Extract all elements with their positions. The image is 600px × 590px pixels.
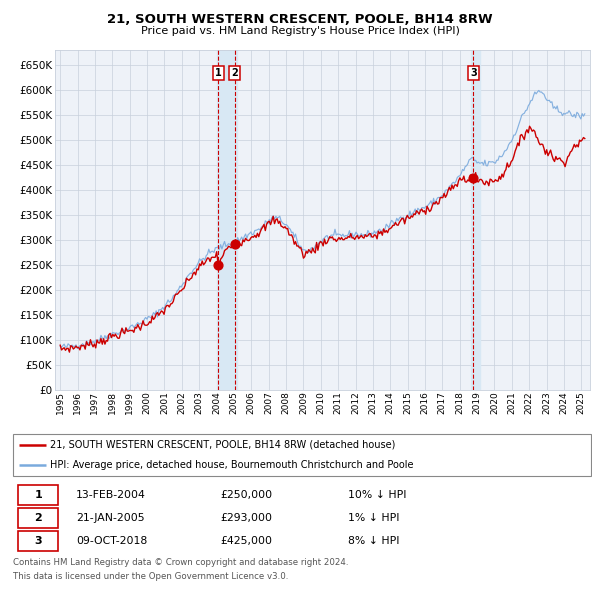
FancyBboxPatch shape	[18, 485, 58, 505]
Text: 1: 1	[34, 490, 42, 500]
Text: Price paid vs. HM Land Registry's House Price Index (HPI): Price paid vs. HM Land Registry's House …	[140, 26, 460, 36]
Text: £293,000: £293,000	[221, 513, 273, 523]
Point	[469, 173, 478, 182]
Text: 09-OCT-2018: 09-OCT-2018	[76, 536, 147, 546]
Bar	[217, 50, 236, 390]
Text: 21, SOUTH WESTERN CRESCENT, POOLE, BH14 8RW (detached house): 21, SOUTH WESTERN CRESCENT, POOLE, BH14 …	[50, 440, 395, 450]
FancyBboxPatch shape	[18, 508, 58, 528]
Text: £250,000: £250,000	[221, 490, 273, 500]
Text: 2: 2	[232, 68, 238, 78]
Text: 21-JAN-2005: 21-JAN-2005	[76, 513, 145, 523]
Text: 2: 2	[34, 513, 42, 523]
Text: This data is licensed under the Open Government Licence v3.0.: This data is licensed under the Open Gov…	[13, 572, 289, 581]
Text: 13-FEB-2004: 13-FEB-2004	[76, 490, 146, 500]
Point	[214, 260, 223, 270]
FancyBboxPatch shape	[18, 531, 58, 551]
Text: 3: 3	[34, 536, 42, 546]
Bar	[471, 50, 479, 390]
Text: HPI: Average price, detached house, Bournemouth Christchurch and Poole: HPI: Average price, detached house, Bour…	[50, 460, 414, 470]
Text: £425,000: £425,000	[221, 536, 273, 546]
Text: 1: 1	[215, 68, 222, 78]
Text: 1% ↓ HPI: 1% ↓ HPI	[349, 513, 400, 523]
Text: 10% ↓ HPI: 10% ↓ HPI	[349, 490, 407, 500]
Text: 21, SOUTH WESTERN CRESCENT, POOLE, BH14 8RW: 21, SOUTH WESTERN CRESCENT, POOLE, BH14 …	[107, 13, 493, 26]
Text: 8% ↓ HPI: 8% ↓ HPI	[349, 536, 400, 546]
Text: 3: 3	[470, 68, 476, 78]
Text: Contains HM Land Registry data © Crown copyright and database right 2024.: Contains HM Land Registry data © Crown c…	[13, 558, 349, 567]
Point	[230, 239, 240, 248]
